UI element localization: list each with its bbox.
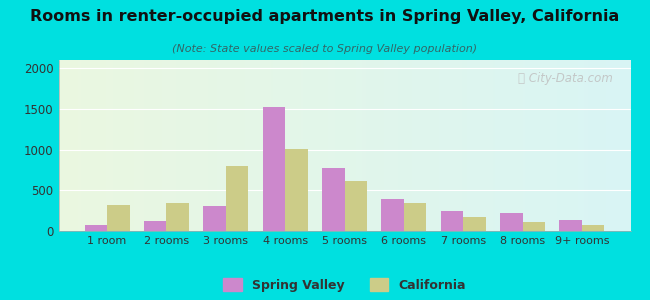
Bar (382, 199, 404, 231)
Bar (582, 225, 604, 231)
Text: (Note: State values scaled to Spring Valley population): (Note: State values scaled to Spring Val… (172, 44, 478, 53)
Bar (84, 225, 107, 231)
Bar (441, 212, 463, 231)
Text: ⓘ City-Data.com: ⓘ City-Data.com (519, 72, 614, 85)
Bar (523, 223, 545, 231)
Bar (226, 166, 248, 231)
Bar (560, 220, 582, 231)
Bar (322, 168, 344, 231)
Bar (500, 213, 523, 231)
Legend: Spring Valley, California: Spring Valley, California (218, 273, 471, 297)
Bar (404, 202, 426, 231)
Bar (166, 202, 189, 231)
Bar (344, 181, 367, 231)
Bar (463, 217, 486, 231)
Bar (263, 107, 285, 231)
Bar (107, 205, 129, 231)
Bar (144, 221, 166, 231)
Text: Rooms in renter-occupied apartments in Spring Valley, California: Rooms in renter-occupied apartments in S… (31, 9, 619, 24)
Bar (203, 206, 226, 231)
Bar (285, 149, 307, 231)
